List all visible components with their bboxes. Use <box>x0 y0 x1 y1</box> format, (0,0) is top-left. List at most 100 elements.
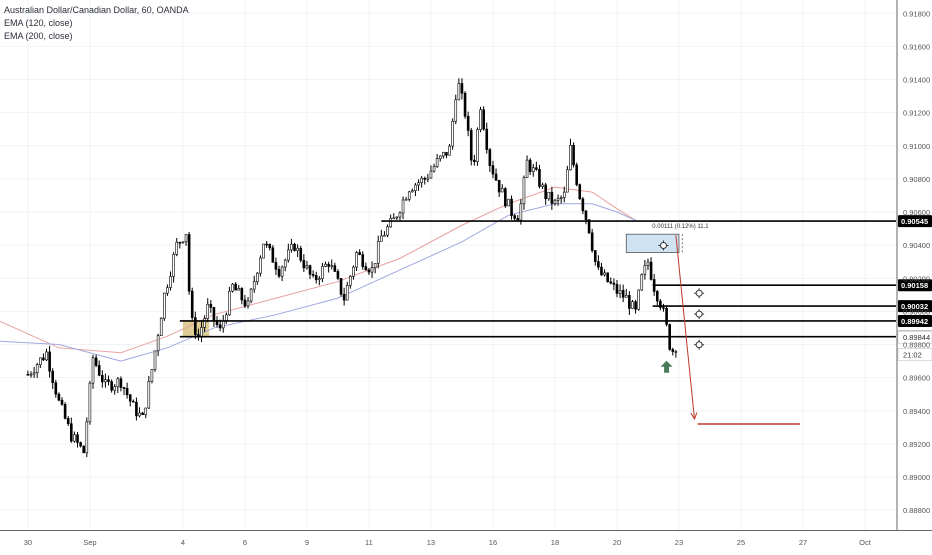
candle-body <box>504 188 507 207</box>
candle-body <box>178 241 182 244</box>
candle-body <box>404 198 408 201</box>
y-tick-label: 0.90600 <box>903 208 930 217</box>
y-tick-label: 0.90800 <box>903 175 930 184</box>
candle-body <box>466 115 470 131</box>
candle-body <box>228 290 231 316</box>
candle-body <box>429 170 433 179</box>
candle-body <box>271 247 275 263</box>
axis-info-tag <box>897 330 932 344</box>
candle-body <box>287 249 290 261</box>
candle-body <box>203 318 206 328</box>
candle-body <box>119 378 123 388</box>
candle-body <box>380 235 383 242</box>
y-tick-label: 0.91600 <box>903 42 930 51</box>
candle-body <box>94 357 98 366</box>
ema-120-legend[interactable]: EMA (120, close) <box>4 18 73 28</box>
x-tick-label: 27 <box>799 538 807 547</box>
x-tick-label: 30 <box>24 538 32 547</box>
candle-body <box>293 243 296 251</box>
candle-body <box>494 173 498 181</box>
candle-body <box>85 421 89 454</box>
y-tick-label: 0.89600 <box>903 374 930 383</box>
y-tick-label: 0.91800 <box>903 9 930 18</box>
move-handle-icon[interactable] <box>658 240 669 251</box>
candle-body <box>634 301 637 310</box>
candle-body <box>110 381 113 391</box>
buy-arrow-icon <box>660 360 673 373</box>
candle-body <box>39 357 42 366</box>
candle-body <box>525 159 529 178</box>
x-tick-label: Sep <box>83 538 96 547</box>
candle-body <box>398 212 402 218</box>
candle-body <box>63 404 67 419</box>
axis-info-label: 21:02 <box>903 350 922 359</box>
y-tick-label: 0.89400 <box>903 407 930 416</box>
y-tick-label: 0.89800 <box>903 341 930 350</box>
x-tick-label: 6 <box>243 538 247 547</box>
candle-body <box>156 335 160 352</box>
move-handle-icon[interactable] <box>694 339 705 350</box>
y-tick-label: 0.90000 <box>903 307 930 316</box>
move-handle-center <box>695 289 703 297</box>
candle-body <box>541 184 544 187</box>
candle-body <box>212 307 216 321</box>
candle-body <box>88 382 92 423</box>
price-level-tag <box>898 314 932 327</box>
candle-body <box>482 109 485 130</box>
candle-body <box>566 169 569 193</box>
candle-body <box>659 300 662 308</box>
candle-body <box>330 265 334 267</box>
move-handle-center <box>695 341 703 349</box>
candle-body <box>516 218 520 221</box>
candle-body <box>296 247 299 251</box>
candle-body <box>383 234 386 237</box>
move-handle-icon[interactable] <box>694 309 705 320</box>
candle-body <box>184 234 188 243</box>
candle-body <box>386 226 389 236</box>
candle-body <box>488 149 492 166</box>
candle-body <box>311 274 315 276</box>
candle-body <box>66 418 70 424</box>
candle-body <box>655 291 659 302</box>
y-tick-label: 0.89200 <box>903 440 930 449</box>
candle-body <box>277 268 281 277</box>
move-handle-icon[interactable] <box>694 288 705 299</box>
candle-body <box>473 159 476 163</box>
x-tick-label: 13 <box>427 538 435 547</box>
axis-info-tag <box>897 348 932 361</box>
candle-body <box>150 369 154 382</box>
candle-body <box>259 257 262 274</box>
candle-body <box>522 177 526 205</box>
candle-body <box>432 166 436 172</box>
candle-body <box>206 303 210 319</box>
chart-legend: Australian Dollar/Canadian Dollar, 60, O… <box>4 4 189 43</box>
candle-body <box>153 350 157 370</box>
candle-body <box>538 169 541 187</box>
x-tick-label: 9 <box>305 538 309 547</box>
y-tick-label: 0.89000 <box>903 473 930 482</box>
candle-body <box>578 184 582 200</box>
candle-body <box>674 351 678 353</box>
candle-body <box>407 191 411 200</box>
ema-200-legend[interactable]: EMA (200, close) <box>4 31 73 41</box>
candle-body <box>336 271 340 279</box>
candle-body <box>290 243 293 251</box>
candle-body <box>76 434 79 443</box>
move-handle-center <box>659 242 667 250</box>
candle-body <box>445 151 448 156</box>
candle-body <box>612 282 616 285</box>
candle-body <box>631 301 634 309</box>
candle-body <box>125 388 129 396</box>
candle-body <box>519 203 523 221</box>
x-tick-label: Oct <box>859 538 872 547</box>
candle-body <box>132 400 135 403</box>
candle-body <box>662 307 665 309</box>
candle-body <box>135 401 138 417</box>
candle-body <box>423 177 427 180</box>
candle-body <box>593 250 597 262</box>
candle-body <box>209 303 213 308</box>
candle-body <box>268 243 272 249</box>
candle-body <box>324 263 327 267</box>
candle-body <box>624 295 628 298</box>
